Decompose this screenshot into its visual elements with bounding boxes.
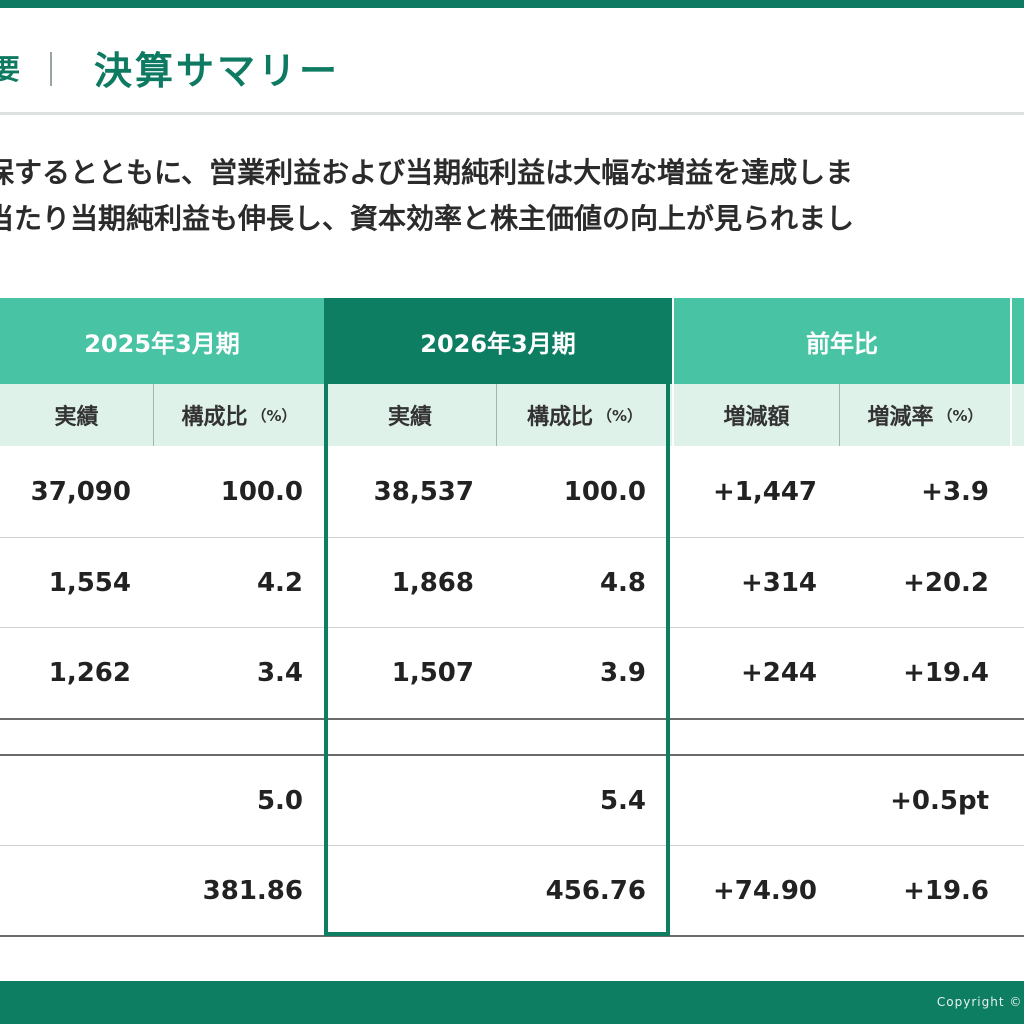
subheader-unit: （%）: [596, 406, 643, 425]
row-divider: [0, 935, 1024, 937]
group-header-fy2025: 2025年3月期: [0, 298, 324, 384]
header-divider: [1010, 298, 1012, 446]
header-divider: [839, 384, 840, 446]
cell-ratio-2026: 100.0: [563, 477, 646, 507]
subheader-ratio-2026: 構成比 （%）: [497, 384, 672, 446]
row-divider: [0, 537, 1024, 538]
header-divider: [496, 384, 497, 446]
group-header-fy2026: 2026年3月期: [324, 298, 672, 384]
cell-actual-2025: 37,090: [30, 477, 131, 507]
cell-change-amount: [674, 756, 817, 846]
cell-actual-2026: 1,868: [391, 568, 474, 598]
intro-text: 保するとともに、営業利益および当期純利益は大幅な増益を達成しま 当たり当期純利益…: [0, 150, 854, 242]
subheader-label: 実績: [387, 405, 432, 430]
cell-ratio-2026: 3.9: [599, 658, 646, 688]
header-rule: [0, 112, 1024, 115]
intro-line-1: 保するとともに、営業利益および当期純利益は大幅な増益を達成しま: [0, 156, 854, 189]
cell-change-rate: +19.4: [903, 658, 989, 688]
subheader-label: 構成比: [526, 405, 593, 430]
cell-actual-2026: 1,507: [391, 658, 474, 688]
cell-change-amount: +1,447: [712, 477, 817, 507]
header-divider: [672, 298, 674, 446]
subheader-unit: （%）: [251, 406, 297, 425]
cell-change-amount: +314: [740, 568, 817, 598]
cell-ratio-2026: 5.4: [599, 786, 646, 816]
cell-ratio-2025: 3.4: [256, 658, 303, 688]
subheader-actual-2026: 実績: [324, 384, 496, 446]
subheader-unit: （%）: [937, 406, 983, 425]
cell-change-rate: +0.5pt: [890, 786, 989, 816]
cell-change-rate: +19.6: [903, 876, 989, 906]
subheader-ratio-2025: 構成比 （%）: [154, 384, 324, 446]
top-accent-bar: [0, 0, 1024, 8]
group-header-next: [1012, 298, 1024, 384]
copyright-text: Copyright © .: [936, 995, 1024, 1009]
intro-line-2: 当たり当期純利益も伸長し、資本効率と株主価値の向上が見られまし: [0, 202, 855, 235]
cell-actual-2025: [0, 756, 131, 846]
cell-ratio-2025: 381.86: [202, 876, 303, 906]
cell-actual-2026: [324, 846, 474, 936]
page-title: 決算サマリー: [94, 49, 341, 93]
row-divider: [0, 627, 1024, 628]
cell-change-amount: +74.90: [712, 876, 817, 906]
cell-actual-2025: [0, 846, 131, 936]
row-divider: [0, 845, 1024, 846]
group-header-yoy: 前年比: [674, 298, 1010, 384]
cell-ratio-2026: 4.8: [599, 568, 646, 598]
row-divider: [0, 718, 1024, 720]
subheader-label: 増減率: [867, 405, 934, 430]
cell-actual-2026: [324, 756, 474, 846]
cell-ratio-2025: 4.2: [256, 568, 303, 598]
section-label: 要: [0, 53, 21, 86]
cell-actual-2025: 1,554: [48, 568, 131, 598]
cell-change-rate: +20.2: [903, 568, 989, 598]
subheader-next: [1012, 384, 1024, 446]
cell-ratio-2025: 100.0: [220, 477, 303, 507]
subheader-change-amount: 増減額: [674, 384, 839, 446]
cell-change-rate: +3.9: [921, 477, 989, 507]
cell-actual-2025: 1,262: [48, 658, 131, 688]
header-divider: [50, 52, 52, 86]
row-divider: [0, 754, 1024, 756]
subheader-label: 構成比: [181, 405, 248, 430]
cell-change-amount: +244: [740, 658, 817, 688]
footer-bar: Copyright © .: [0, 981, 1024, 1024]
subheader-label: 実績: [54, 405, 99, 430]
cell-ratio-2025: 5.0: [256, 786, 303, 816]
slide-header: 要 決算サマリー: [0, 8, 1024, 112]
cell-actual-2026: 38,537: [373, 477, 474, 507]
subheader-change-rate: 増減率 （%）: [840, 384, 1010, 446]
cell-ratio-2026: 456.76: [545, 876, 646, 906]
subheader-label: 増減額: [723, 405, 790, 430]
header-divider: [153, 384, 154, 446]
subheader-actual-2025: 実績: [0, 384, 153, 446]
